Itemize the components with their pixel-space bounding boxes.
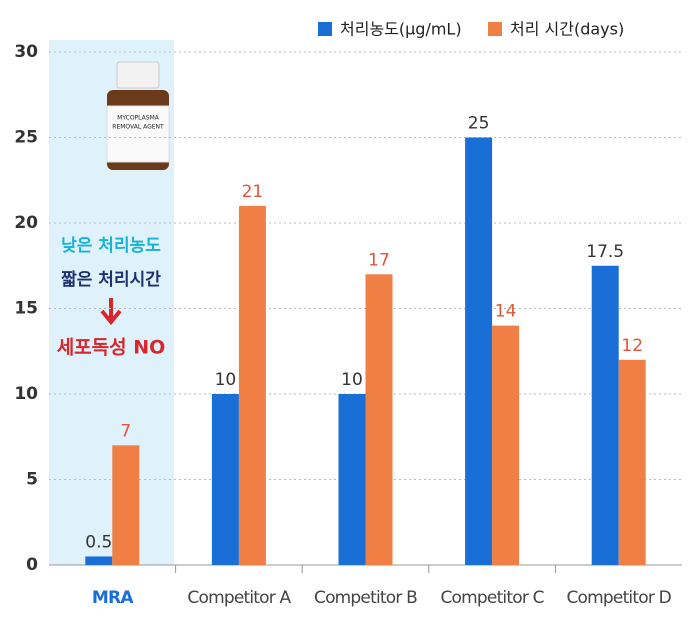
- y-tick-label: 25: [14, 128, 38, 148]
- bottle-label: REMOVAL AGENT: [112, 124, 164, 131]
- y-tick-label: 20: [14, 213, 38, 233]
- bar: [338, 394, 366, 565]
- bar: [238, 205, 266, 565]
- value-label: 12: [621, 336, 643, 356]
- y-tick-label: 10: [14, 384, 38, 404]
- value-label: 17: [368, 250, 390, 270]
- value-label: 14: [495, 302, 517, 322]
- legend-label: 처리 시간(days): [510, 20, 624, 39]
- bar: [112, 445, 140, 565]
- x-tick-label: Competitor D: [566, 588, 671, 608]
- x-tick-label: MRA: [92, 588, 134, 608]
- annotation: 낮은 처리농도: [61, 236, 161, 256]
- x-tick-label: Competitor C: [440, 588, 543, 608]
- legend-label: 처리농도(μg/mL): [340, 20, 462, 39]
- y-tick-label: 30: [14, 42, 38, 62]
- bar: [591, 265, 619, 565]
- bottle-label: MYCOPLASMA: [117, 115, 160, 122]
- bar: [365, 274, 393, 565]
- value-label: 10: [341, 370, 363, 390]
- annotation: 짧은 처리시간: [61, 269, 161, 290]
- legend-swatch: [488, 22, 502, 36]
- value-label: 21: [242, 182, 264, 202]
- bar: [211, 394, 239, 565]
- value-label: 7: [120, 421, 131, 441]
- bar: [465, 137, 493, 565]
- legend-swatch: [318, 22, 332, 36]
- bottle: MYCOPLASMA REMOVAL AGENT: [106, 61, 170, 170]
- annotation: 세포독성 NO: [57, 337, 166, 359]
- y-tick-label: 15: [14, 299, 38, 319]
- y-tick-label: 5: [26, 470, 38, 490]
- bar: [618, 359, 646, 565]
- value-label: 0.5: [85, 532, 112, 552]
- x-tick-label: Competitor A: [187, 588, 291, 608]
- value-label: 17.5: [586, 242, 624, 262]
- value-label: 10: [215, 370, 237, 390]
- bar: [85, 556, 113, 565]
- value-label: 25: [468, 114, 490, 134]
- bar: [492, 325, 520, 565]
- x-tick-label: Competitor B: [314, 588, 417, 608]
- y-tick-label: 0: [26, 555, 38, 575]
